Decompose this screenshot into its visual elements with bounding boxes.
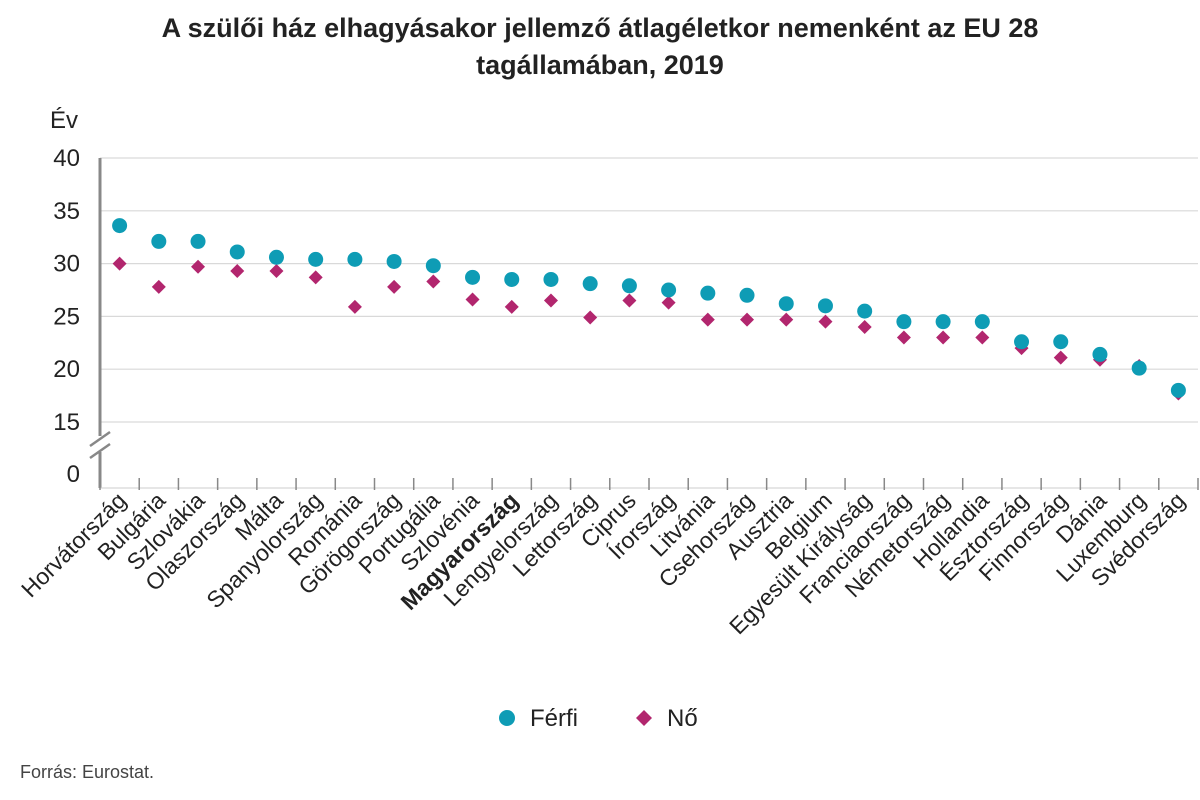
legend-marker-no <box>636 710 652 726</box>
point-no <box>740 312 755 327</box>
point-ferfi <box>1170 382 1186 398</box>
point-ferfi <box>504 271 520 287</box>
y-tick-label: 20 <box>53 356 80 383</box>
point-ferfi <box>425 258 441 274</box>
point-ferfi <box>386 253 402 269</box>
point-no <box>308 270 323 285</box>
legend: Férfi Nő <box>499 705 698 732</box>
point-ferfi <box>974 314 990 330</box>
point-no <box>1053 350 1068 365</box>
point-ferfi <box>268 249 284 265</box>
point-no <box>661 295 676 310</box>
point-no <box>779 312 794 327</box>
legend-marker-ferfi <box>499 710 515 726</box>
y-tick-label: 0 <box>67 461 80 488</box>
legend-label-ferfi: Férfi <box>530 705 578 732</box>
point-ferfi <box>347 251 363 267</box>
point-ferfi <box>857 303 873 319</box>
point-no <box>230 263 245 278</box>
point-ferfi <box>543 271 559 287</box>
y-axis-label: Év <box>50 107 78 134</box>
y-axis: Év 40 35 30 25 20 15 0 <box>50 107 111 488</box>
y-tick-label: 25 <box>53 303 80 330</box>
point-ferfi <box>700 285 716 301</box>
point-ferfi <box>1092 346 1108 362</box>
grid-lines <box>100 157 1198 423</box>
point-ferfi <box>621 278 637 294</box>
point-ferfi <box>308 251 324 267</box>
point-no <box>347 299 362 314</box>
data-points <box>112 218 1186 401</box>
y-tick-label: 15 <box>53 409 80 436</box>
point-ferfi <box>817 298 833 314</box>
point-ferfi <box>151 233 167 249</box>
axis-break-mark <box>89 430 111 448</box>
point-ferfi <box>229 244 245 260</box>
point-no <box>426 274 441 289</box>
point-ferfi <box>896 314 912 330</box>
point-ferfi <box>661 282 677 298</box>
point-no <box>191 259 206 274</box>
point-ferfi <box>1131 360 1147 376</box>
point-ferfi <box>465 269 481 285</box>
point-no <box>936 330 951 345</box>
source-note: Forrás: Eurostat. <box>20 762 155 782</box>
point-ferfi <box>190 233 206 249</box>
chart-title-line2: tagállamában, 2019 <box>476 50 724 80</box>
point-no <box>857 319 872 334</box>
point-no <box>504 299 519 314</box>
point-no <box>700 312 715 327</box>
point-no <box>269 263 284 278</box>
chart-title: A szülői ház elhagyásakor jellemző átlag… <box>0 10 1200 84</box>
y-tick-label: 30 <box>53 251 80 278</box>
point-no <box>543 293 558 308</box>
point-no <box>818 314 833 329</box>
point-ferfi <box>778 296 794 312</box>
point-no <box>896 330 911 345</box>
point-no <box>387 279 402 294</box>
point-ferfi <box>112 218 128 234</box>
point-ferfi <box>1053 334 1069 350</box>
point-no <box>975 330 990 345</box>
point-ferfi <box>582 276 598 292</box>
point-no <box>465 292 480 307</box>
legend-label-no: Nő <box>667 705 698 732</box>
point-ferfi <box>935 314 951 330</box>
x-axis: HorvátországBulgáriaSzlovákiaOlaszország… <box>16 478 1199 639</box>
axis-break-mark <box>89 442 111 460</box>
point-no <box>151 279 166 294</box>
point-no <box>622 293 637 308</box>
chart-title-line1: A szülői ház elhagyásakor jellemző átlag… <box>161 13 1039 43</box>
point-ferfi <box>1014 334 1030 350</box>
point-ferfi <box>739 287 755 303</box>
y-tick-label: 35 <box>53 198 80 225</box>
point-no <box>583 310 598 325</box>
y-tick-label: 40 <box>53 145 80 172</box>
point-no <box>112 256 127 271</box>
